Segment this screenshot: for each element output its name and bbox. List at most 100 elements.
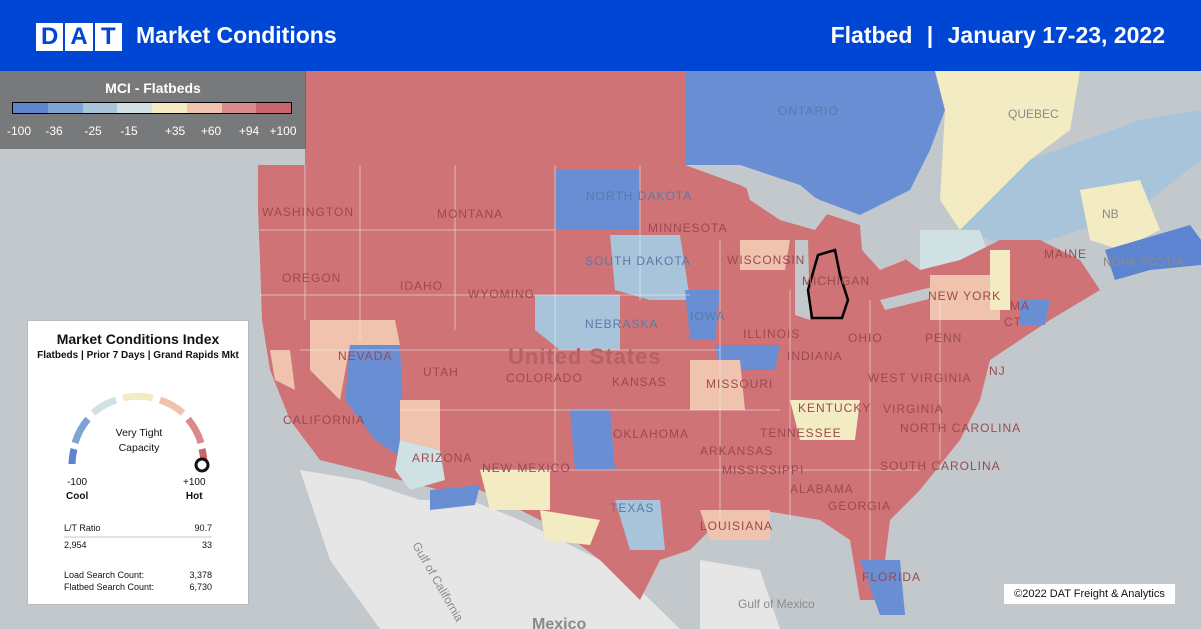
flatbed-search-label: Flatbed Search Count: (64, 582, 155, 592)
ontario[interactable] (685, 71, 945, 215)
legend-tick: -15 (120, 124, 138, 138)
lake-huron (860, 225, 905, 270)
arizona-south-region[interactable] (430, 485, 480, 510)
map-label: GEORGIA (828, 499, 891, 513)
lake-michigan (795, 240, 810, 320)
market-map[interactable]: ONTARIO QUEBEC NORTH DAKOTA SOUTH DAKOTA… (0, 71, 1201, 629)
gauge-status: Very Tight Capacity (98, 426, 180, 456)
texas-south-region[interactable] (615, 500, 665, 550)
loads-trucks-row: 2,954 33 (64, 540, 212, 550)
load-search-value: 3,378 (189, 570, 212, 580)
map-label: INDIANA (787, 349, 843, 363)
map-label: MAINE (1044, 247, 1087, 261)
south-dakota-region[interactable] (610, 235, 690, 300)
map-label: WISCONSIN (727, 253, 805, 267)
gauge-needle-marker (194, 457, 210, 473)
map-label: WASHINGTON (262, 205, 354, 219)
map-labels: ONTARIO QUEBEC NORTH DAKOTA SOUTH DAKOTA… (262, 104, 1183, 629)
map-label: NOVA SCOTIA (1103, 255, 1183, 269)
canada-west[interactable] (305, 71, 685, 165)
map-label: ONTARIO (778, 104, 839, 118)
map-label: PENN (925, 331, 962, 345)
florida-region[interactable] (860, 560, 905, 615)
map-label: NORTH DAKOTA (586, 189, 692, 203)
map-label: MA (1010, 299, 1030, 313)
logo-letter: D (36, 23, 64, 51)
map-label: LOUISIANA (700, 519, 773, 533)
map-label: ALABAMA (790, 482, 854, 496)
missouri-region[interactable] (690, 360, 745, 410)
nevada-north-region[interactable] (310, 320, 400, 400)
region-borders (260, 165, 941, 560)
load-search-label: Load Search Count: (64, 570, 145, 580)
page-title: Market Conditions (136, 22, 337, 48)
california-south-region[interactable] (395, 440, 445, 490)
massachusetts-region[interactable] (1020, 300, 1050, 325)
wisconsin-region[interactable] (740, 240, 790, 270)
logo-letter: A (65, 23, 93, 51)
map-label: UTAH (423, 365, 459, 379)
legend-swatch (47, 103, 83, 113)
map-label: CT (1004, 315, 1022, 329)
nebraska-region[interactable] (535, 295, 620, 350)
north-dakota-region[interactable] (555, 170, 640, 230)
map-label: SOUTH CAROLINA (880, 459, 1001, 473)
map-label: ARIZONA (412, 451, 472, 465)
texas-panhandle-region[interactable] (570, 410, 615, 470)
map-label: KENTUCKY (798, 401, 871, 415)
map-label: MONTANA (437, 207, 503, 221)
gauge-max-label: Hot (185, 491, 203, 502)
legend-swatch (221, 103, 257, 113)
logo-letter: T (94, 23, 122, 51)
quebec[interactable] (935, 71, 1080, 230)
copyright-notice: ©2022 DAT Freight & Analytics (1004, 584, 1175, 604)
map-label: FLORIDA (862, 570, 921, 584)
kentucky-region[interactable] (790, 400, 860, 440)
vermont-region[interactable] (990, 250, 1010, 310)
map-label: NB (1102, 207, 1119, 221)
nevada-region[interactable] (345, 345, 405, 460)
new-mexico-south-region[interactable] (480, 470, 550, 510)
country-label: United States (508, 344, 662, 369)
california-north-region[interactable] (270, 350, 295, 390)
map-label: WYOMING (468, 287, 535, 301)
mexico-land (300, 470, 680, 629)
mci-gauge (68, 392, 210, 473)
map-label: WEST VIRGINIA (868, 371, 971, 385)
legend-color-bar (12, 102, 292, 114)
legend-tick: +94 (238, 124, 260, 138)
gauge-status-line1: Very Tight (115, 427, 163, 439)
map-label: MICHIGAN (802, 274, 870, 288)
map-label: OHIO (848, 331, 883, 345)
new-brunswick[interactable] (1080, 180, 1160, 250)
map-label: NEW MEXICO (482, 461, 571, 475)
gauge-max: +100 Hot (183, 476, 206, 504)
gauge-status-line2: Capacity (118, 442, 160, 454)
map-label: Mexico (532, 616, 586, 629)
map-label: OREGON (282, 271, 341, 285)
lake-erie (880, 285, 945, 310)
map-label: IOWA (690, 309, 726, 323)
trucks-value: 33 (201, 540, 212, 550)
legend-ticks: -100 -36 -25 -15 +35 +60 +94 +100 (0, 124, 306, 140)
map-label: NORTH CAROLINA (900, 421, 1021, 435)
iowa-region[interactable] (685, 290, 720, 340)
mexico-east-land (700, 560, 780, 629)
legend-tick: -100 (6, 124, 32, 138)
legend-swatch (13, 103, 48, 113)
usa-main[interactable] (258, 165, 1100, 600)
map-label: IDAHO (400, 279, 443, 293)
nova-scotia[interactable] (1105, 225, 1201, 280)
grand-rapids-market-outline[interactable] (806, 248, 850, 320)
map-label: COLORADO (506, 371, 583, 385)
gauge-max-value: +100 (183, 477, 206, 488)
legend-swatch (186, 103, 222, 113)
california-east-region[interactable] (400, 400, 440, 450)
quebec-south[interactable] (960, 110, 1201, 250)
texas-west-region[interactable] (540, 510, 600, 545)
louisiana-region[interactable] (700, 510, 770, 540)
new-york-region[interactable] (930, 275, 1000, 320)
map-label: CALIFORNIA (283, 413, 365, 427)
gauge-min-label: Cool (66, 491, 89, 502)
date-range: January 17-23, 2022 (947, 22, 1165, 48)
